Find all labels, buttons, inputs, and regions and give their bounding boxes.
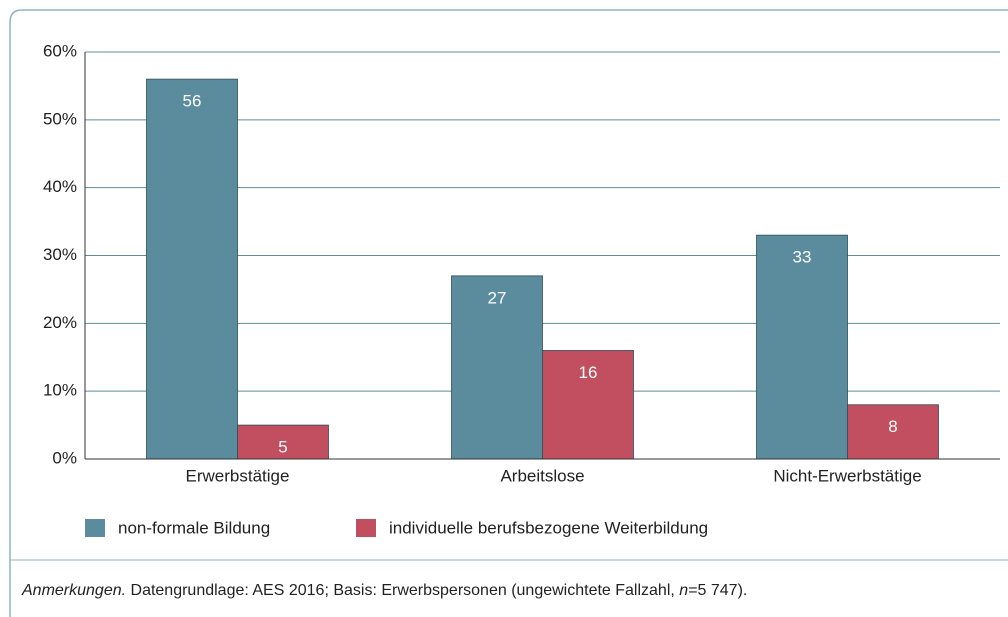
note-label: Anmerkungen. (21, 582, 126, 599)
note-var: n (679, 582, 688, 599)
x-tick-label: Arbeitslose (500, 466, 584, 485)
data-label: 8 (888, 417, 897, 436)
data-label: 33 (793, 248, 812, 267)
bar (756, 234, 848, 460)
data-label: 27 (488, 288, 507, 307)
x-tick-label: Erwerbstätige (186, 466, 290, 485)
note-text: Datengrundlage: AES 2016; Basis: Erwerbs… (126, 582, 679, 599)
x-tick-label: Nicht-Erwerbstätige (773, 466, 921, 485)
data-label: 5 (278, 438, 287, 457)
y-tick-label: 10% (43, 381, 77, 400)
data-label: 16 (579, 363, 598, 382)
legend-swatch (356, 519, 376, 537)
legend-label: individuelle berufsbezogene Weiterbildun… (389, 518, 708, 537)
y-tick-label: 50% (43, 109, 77, 128)
y-tick-label: 40% (43, 177, 77, 196)
bar (451, 275, 543, 460)
legend-swatch (85, 519, 105, 537)
legend-label: non-formale Bildung (118, 518, 270, 537)
bar (847, 404, 939, 460)
frame (9, 9, 1008, 617)
data-label: 56 (183, 92, 202, 111)
y-tick-label: 20% (43, 313, 77, 332)
y-tick-label: 60% (43, 41, 77, 60)
y-tick-label: 0% (52, 448, 77, 467)
y-tick-label: 30% (43, 245, 77, 264)
bar (146, 78, 238, 460)
note-rest: =5 747). (688, 582, 747, 599)
bar (237, 424, 329, 460)
footnote: Anmerkungen. Datengrundlage: AES 2016; B… (21, 582, 747, 599)
